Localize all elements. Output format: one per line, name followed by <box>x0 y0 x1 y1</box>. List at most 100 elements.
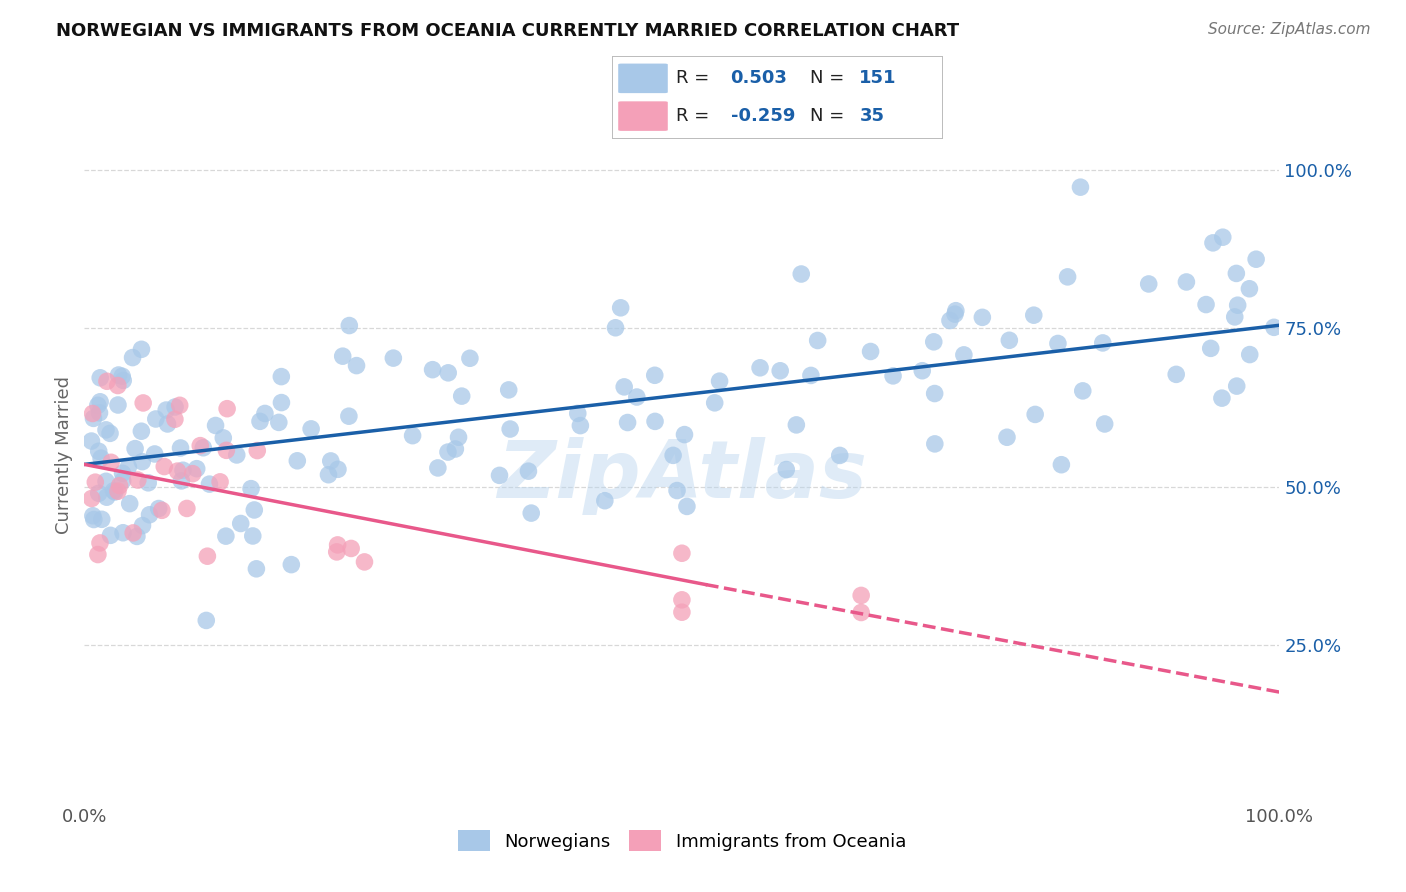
Point <box>709 374 731 388</box>
Point <box>90 512 112 526</box>
Point <box>94 475 117 489</box>
Point <box>1024 408 1046 422</box>
Point <box>326 462 349 476</box>
Point <box>186 461 208 475</box>
Text: 151: 151 <box>859 70 897 87</box>
Point <box>131 343 153 357</box>
Point <box>943 307 966 321</box>
Point <box>225 448 247 462</box>
Point <box>83 512 105 526</box>
Point <box>246 443 269 458</box>
Point <box>181 467 204 481</box>
Point <box>111 525 134 540</box>
Point <box>911 364 934 378</box>
Text: 35: 35 <box>859 107 884 125</box>
Point <box>785 417 807 432</box>
Point <box>1195 297 1218 311</box>
Text: N =: N = <box>810 107 844 125</box>
Point <box>859 344 882 359</box>
Point <box>671 592 693 607</box>
Point <box>253 407 276 421</box>
Point <box>148 501 170 516</box>
Point <box>104 485 127 500</box>
Point <box>346 359 368 373</box>
Point <box>1263 320 1285 334</box>
Point <box>644 414 666 428</box>
Point <box>136 475 159 490</box>
Point <box>319 454 342 468</box>
Text: Source: ZipAtlas.com: Source: ZipAtlas.com <box>1208 22 1371 37</box>
Point <box>204 418 226 433</box>
Point <box>1094 417 1116 431</box>
Point <box>87 444 110 458</box>
Point <box>245 562 267 576</box>
Point <box>851 589 873 603</box>
Point <box>100 528 122 542</box>
Point <box>166 464 188 478</box>
Point <box>132 396 155 410</box>
Point <box>807 334 830 348</box>
Point <box>299 422 322 436</box>
Point <box>517 464 540 478</box>
Point <box>332 349 354 363</box>
Point <box>111 474 134 488</box>
Point <box>112 373 135 387</box>
Point <box>243 503 266 517</box>
Point <box>131 518 153 533</box>
Point <box>87 486 110 500</box>
Point <box>353 555 375 569</box>
Point <box>127 473 149 487</box>
Point <box>94 423 117 437</box>
Point <box>626 390 648 404</box>
Point <box>1166 368 1188 382</box>
Text: -0.259: -0.259 <box>731 107 794 125</box>
Point <box>169 398 191 412</box>
Point <box>111 467 134 481</box>
Point <box>318 467 340 482</box>
Point <box>96 490 118 504</box>
Point <box>676 500 699 514</box>
Point <box>945 303 967 318</box>
Point <box>605 320 627 334</box>
Point <box>1022 308 1045 322</box>
Point <box>326 538 349 552</box>
Point <box>703 396 725 410</box>
Point <box>1069 180 1091 194</box>
Point <box>193 441 215 455</box>
Point <box>118 497 141 511</box>
Point <box>107 368 129 382</box>
Point <box>153 459 176 474</box>
Point <box>769 364 792 378</box>
Point <box>1199 342 1222 356</box>
Point <box>924 437 946 451</box>
Point <box>122 525 145 540</box>
Point <box>143 447 166 461</box>
Point <box>242 529 264 543</box>
Point <box>107 398 129 412</box>
Point <box>1244 252 1267 267</box>
Point <box>90 451 112 466</box>
Point <box>163 400 186 414</box>
Point <box>111 369 134 384</box>
Point <box>1226 298 1249 312</box>
Point <box>267 416 290 430</box>
Point <box>882 368 904 383</box>
Point <box>401 428 423 442</box>
Point <box>169 441 191 455</box>
Point <box>488 468 510 483</box>
Point <box>1091 335 1114 350</box>
Point <box>124 442 146 456</box>
Point <box>1211 391 1233 405</box>
Point <box>437 366 460 380</box>
Point <box>89 536 111 550</box>
Point <box>103 483 125 498</box>
Point <box>924 386 946 401</box>
Point <box>80 491 103 506</box>
Point <box>498 383 520 397</box>
Point <box>163 412 186 426</box>
Text: R =: R = <box>676 70 709 87</box>
Point <box>426 461 449 475</box>
Point <box>613 380 636 394</box>
Point <box>89 371 111 385</box>
Point <box>217 401 239 416</box>
